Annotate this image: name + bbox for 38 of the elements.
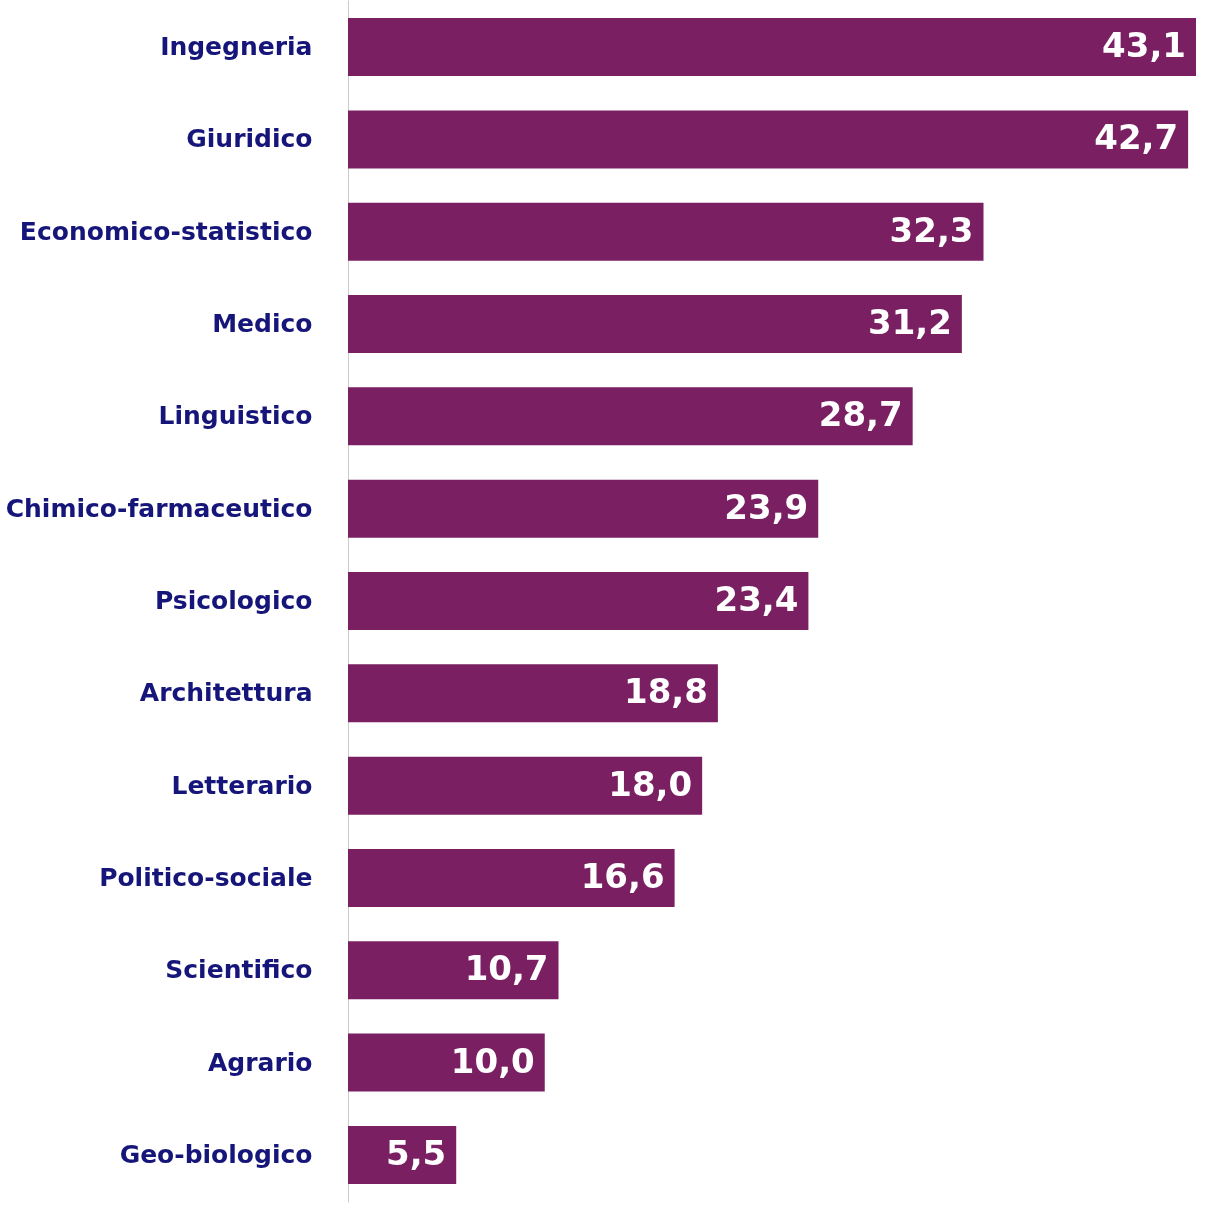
y-tick-label: Psicologico xyxy=(154,586,313,615)
data-label: 10,7 xyxy=(464,948,549,989)
data-label: 23,4 xyxy=(714,579,799,619)
bar xyxy=(348,664,718,723)
bar xyxy=(348,848,675,907)
data-label: 18,8 xyxy=(624,671,708,712)
bar xyxy=(348,18,1196,77)
data-label: 32,3 xyxy=(889,209,974,250)
bar xyxy=(348,1033,545,1092)
y-tick-label: Agrario xyxy=(207,1047,313,1077)
bar xyxy=(348,572,809,630)
bar xyxy=(348,479,819,538)
bar xyxy=(348,941,559,1000)
data-label: 43,1 xyxy=(1102,25,1186,66)
y-tick-label: Medico xyxy=(212,309,313,339)
data-label: 42,7 xyxy=(1094,117,1179,158)
y-tick-label: Geo-biologico xyxy=(119,1139,313,1169)
data-label: 5,5 xyxy=(385,1132,447,1173)
data-label: 18,0 xyxy=(608,763,693,804)
y-tick-label: Architettura xyxy=(139,678,313,708)
y-tick-label: Letterario xyxy=(171,770,313,800)
y-tick-label: Scientifico xyxy=(165,955,313,985)
data-label: 31,2 xyxy=(867,302,952,343)
y-tick-label: Chimico-farmaceutico xyxy=(5,493,313,523)
bar xyxy=(348,756,703,815)
bar xyxy=(348,387,913,446)
data-label: 28,7 xyxy=(818,394,903,435)
data-label: 23,9 xyxy=(724,486,809,527)
data-label: 10,0 xyxy=(450,1040,535,1081)
y-tick-label: Ingegneria xyxy=(160,32,313,62)
bar xyxy=(348,202,984,261)
y-tick-label: Economico-statistico xyxy=(19,216,313,246)
bar xyxy=(348,110,1189,169)
bar xyxy=(348,295,962,354)
data-label: 16,6 xyxy=(580,855,665,896)
y-tick-label: Politico-sociale xyxy=(99,862,313,892)
y-tick-label: Linguistico xyxy=(158,401,313,431)
y-tick-label: Giuridico xyxy=(186,124,313,154)
